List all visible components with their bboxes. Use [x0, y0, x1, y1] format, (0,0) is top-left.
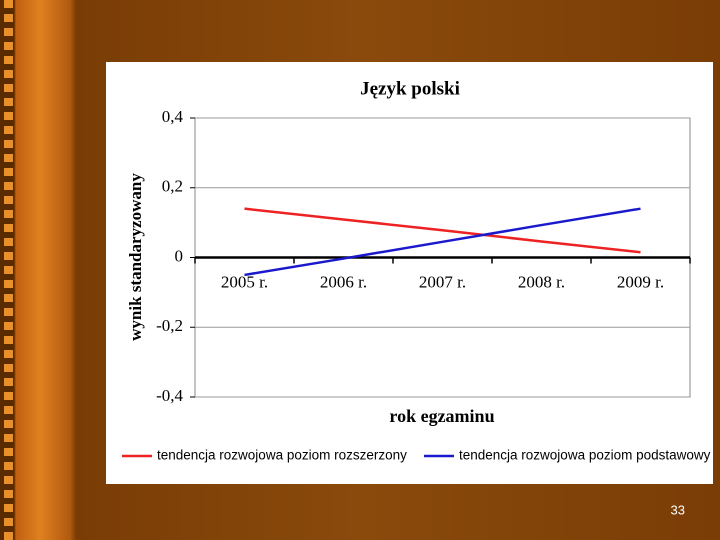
series-line [244, 207, 641, 254]
x-tick-label: 2006 r. [320, 272, 367, 291]
film-holes [4, 0, 13, 540]
slide-number: 33 [671, 502, 685, 517]
x-tick-label: 2007 r. [419, 272, 466, 291]
legend-label: tendencja rozwojowa poziom podstawowy [459, 448, 711, 463]
x-tick-label: 2008 r. [518, 272, 565, 291]
x-tick-label: 2005 r. [221, 272, 268, 291]
chart-box [106, 62, 713, 484]
x-axis-label: rok egzaminu [389, 406, 494, 426]
film-strip [0, 0, 76, 540]
y-tick-label: -0,2 [156, 316, 183, 335]
x-tick-label: 2009 r. [617, 272, 664, 291]
y-tick-label: 0,4 [162, 107, 184, 126]
chart-title: Język polski [360, 78, 460, 99]
y-tick-label: 0,2 [162, 177, 183, 196]
y-tick-label: -0,4 [156, 386, 183, 405]
y-tick-label: 0 [175, 246, 184, 265]
y-axis-label: wynik standaryzowany [126, 173, 145, 341]
legend-label: tendencja rozwojowa poziom rozszerzony [157, 448, 407, 463]
series-line [244, 207, 641, 277]
